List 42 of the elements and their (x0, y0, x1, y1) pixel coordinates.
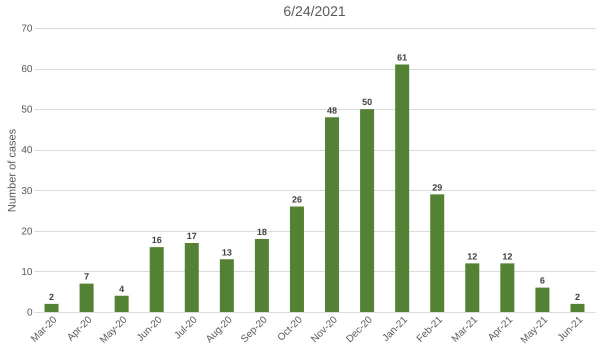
data-label: 48 (327, 105, 338, 116)
bar (80, 284, 94, 312)
data-label: 26 (292, 194, 302, 205)
y-tick-label: 40 (21, 145, 33, 156)
y-tick-label: 10 (21, 266, 33, 278)
bar (150, 247, 164, 312)
bar (290, 206, 304, 312)
data-label: 12 (502, 251, 512, 262)
y-tick-label: 0 (26, 308, 33, 318)
chart-title: 6/24/2021 (283, 3, 346, 19)
data-label: 2 (574, 292, 580, 302)
y-tick-label: 30 (21, 186, 33, 197)
bar (570, 304, 584, 312)
data-label: 17 (186, 231, 197, 242)
data-label: 13 (222, 247, 232, 258)
data-label: 4 (119, 284, 124, 294)
bar (220, 259, 234, 312)
data-label: 61 (397, 52, 408, 63)
bar (325, 117, 340, 312)
y-tick-label: 60 (21, 64, 33, 76)
data-label: 6 (540, 276, 545, 286)
bar (114, 296, 129, 312)
bar (535, 288, 550, 312)
data-label: 29 (432, 182, 442, 192)
bar (44, 304, 59, 312)
bar (254, 238, 269, 312)
bar (430, 194, 444, 312)
y-axis-title: Number of cases (6, 128, 18, 212)
y-tick-label: 20 (21, 226, 33, 238)
bar (395, 64, 410, 312)
data-label: 12 (467, 251, 478, 262)
data-label: 2 (49, 292, 54, 302)
bar (500, 263, 514, 312)
bar (184, 243, 199, 312)
y-tick-label: 50 (21, 104, 33, 116)
data-label: 7 (84, 272, 90, 282)
y-tick-label: 70 (21, 24, 33, 34)
bar (360, 109, 374, 312)
data-label: 18 (256, 226, 267, 237)
data-label: 16 (152, 235, 162, 246)
data-label: 50 (362, 97, 372, 108)
bar (465, 263, 480, 312)
